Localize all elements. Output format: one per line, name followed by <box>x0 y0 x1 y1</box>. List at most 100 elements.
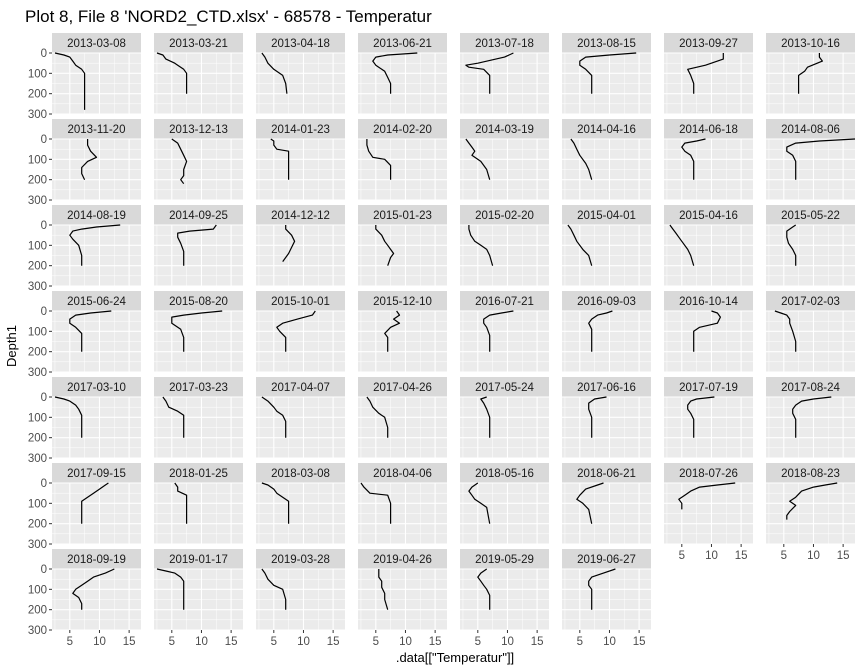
facet-strip <box>256 377 345 397</box>
temperature-profile-line <box>282 225 296 262</box>
y-tick-label: 100 <box>28 412 47 424</box>
facet-panel: 2014-02-20 <box>358 119 447 201</box>
x-tick-label: 15 <box>531 636 544 648</box>
facet-strip-label: 2018-09-19 <box>67 554 126 566</box>
y-tick-label: 0 <box>41 564 47 576</box>
facet-strip-label: 2018-04-06 <box>373 468 432 480</box>
facet-strip <box>766 291 855 311</box>
x-tick-label: 10 <box>807 550 820 562</box>
facet-strip-label: 2014-02-20 <box>373 124 432 136</box>
temperature-profile-line <box>81 482 109 524</box>
facet-strip-label: 2013-09-27 <box>679 38 738 50</box>
facet-strip <box>460 291 549 311</box>
temperature-profile-line <box>177 224 217 266</box>
facet-strip <box>154 291 243 311</box>
facet-strip <box>358 549 447 569</box>
facet-panel: 2017-02-03 <box>766 291 855 373</box>
facet-strip <box>52 291 141 311</box>
facet-strip-label: 2013-04-18 <box>271 38 330 50</box>
facet-strip <box>664 291 753 311</box>
x-tick-label: 5 <box>679 550 685 562</box>
y-tick-label: 100 <box>28 68 47 80</box>
temperature-profile-line <box>797 53 824 94</box>
facet-strip-label: 2019-01-17 <box>169 554 228 566</box>
facet-strip <box>664 205 753 225</box>
facet-strip-label: 2017-08-24 <box>781 382 840 394</box>
facet-strip <box>562 549 651 569</box>
temperature-profile-line <box>786 482 838 520</box>
temperature-profile-line <box>378 569 389 610</box>
y-tick-label: 300 <box>28 539 47 551</box>
facet-strip <box>256 463 345 483</box>
x-tick-label: 5 <box>169 636 175 648</box>
facet-strip <box>664 463 753 483</box>
facet-strip-label: 2014-08-06 <box>781 124 840 136</box>
facet-strip <box>256 119 345 139</box>
facet-strip-label: 2013-11-20 <box>68 124 126 136</box>
facet-strip-label: 2017-06-16 <box>577 382 636 394</box>
temperature-profile-line <box>579 52 637 94</box>
temperature-profile-line <box>465 138 491 180</box>
facet-strip <box>358 33 447 53</box>
temperature-profile-line <box>687 53 724 94</box>
temperature-profile-line <box>570 138 593 180</box>
temperature-profile-line <box>678 482 736 510</box>
facet-panel: 2017-04-07 <box>256 377 345 459</box>
x-tick-label: 10 <box>399 636 412 648</box>
facet-strip-label: 2016-10-14 <box>679 296 738 308</box>
facet-strip-label: 2018-03-08 <box>271 468 330 480</box>
facet-panel: 2018-06-21 <box>562 463 651 545</box>
temperature-profile-line <box>465 52 514 94</box>
x-tick-label: 15 <box>837 550 850 562</box>
x-tick-label: 15 <box>225 636 238 648</box>
facet-strip <box>562 377 651 397</box>
x-tick-label: 10 <box>195 636 208 648</box>
facet-strip-label: 2017-03-10 <box>67 382 126 394</box>
y-tick-label: 100 <box>28 498 47 510</box>
facet-strip-label: 2013-07-18 <box>475 38 534 50</box>
facet-strip <box>460 549 549 569</box>
facet-strip-label: 2018-01-25 <box>169 468 228 480</box>
facet-strip <box>154 463 243 483</box>
facet-strip <box>562 119 651 139</box>
facet-panel: 2014-06-18 <box>664 119 753 201</box>
facet-panel: 2015-08-20 <box>154 291 243 373</box>
facet-strip-label: 2017-05-24 <box>475 382 534 394</box>
x-tick-label: 5 <box>67 636 73 648</box>
facet-strip <box>256 291 345 311</box>
facet-panel: 2014-03-19 <box>460 119 549 201</box>
facet-strip <box>256 205 345 225</box>
facet-strip <box>766 463 855 483</box>
x-tick-label: 5 <box>271 636 277 648</box>
x-tick-label: 15 <box>735 550 748 562</box>
y-tick-label: 0 <box>41 392 47 404</box>
facet-panel: 2018-09-19 0 100 200 300 5 10 15 <box>28 549 141 648</box>
temperature-profile-line <box>261 568 287 610</box>
facet-panel: 2013-10-16 <box>766 33 855 115</box>
temperature-profile-line <box>69 310 112 352</box>
facet-panel: 2014-04-16 <box>562 119 651 201</box>
temperature-profile-line <box>588 310 613 352</box>
facet-strip-label: 2014-01-23 <box>271 124 330 136</box>
facet-strip <box>766 377 855 397</box>
y-tick-label: 0 <box>41 220 47 232</box>
facet-panel: 2013-09-27 <box>664 33 753 115</box>
facet-strip <box>460 205 549 225</box>
facet-strip-label: 2013-10-16 <box>781 38 840 50</box>
facet-panel: 2018-07-26 5 10 15 <box>664 463 753 562</box>
facet-strip-label: 2016-07-21 <box>475 296 534 308</box>
temperature-profile-line <box>54 52 86 110</box>
facet-strip <box>664 33 753 53</box>
y-tick-label: 100 <box>28 240 47 252</box>
facet-panel: 2015-04-16 <box>664 205 753 287</box>
facet-panel: 2016-10-14 <box>664 291 753 373</box>
temperature-profile-line <box>366 139 392 180</box>
y-tick-label: 200 <box>28 433 47 445</box>
facet-strip <box>562 291 651 311</box>
temperature-profile-line <box>669 224 695 266</box>
facet-strip <box>154 119 243 139</box>
x-tick-label: 10 <box>297 636 310 648</box>
x-axis-title: .data[["Temperatur"]] <box>396 650 514 665</box>
